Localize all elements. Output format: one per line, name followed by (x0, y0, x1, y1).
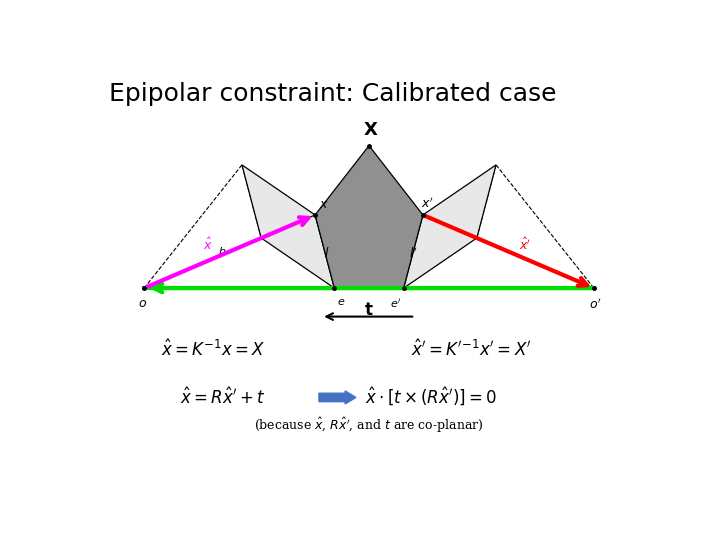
Text: $\hat{x} = K^{-1}x = X$: $\hat{x} = K^{-1}x = X$ (161, 340, 266, 360)
Text: $x$: $x$ (319, 198, 329, 211)
Text: $\hat{x} = R\hat{x}' + t$: $\hat{x} = R\hat{x}' + t$ (180, 387, 266, 408)
Text: $\hat{x}'$: $\hat{x}'$ (519, 238, 531, 253)
Text: (because $\hat{x}$, $R\hat{x}'$, and $t$ are co-planar): (because $\hat{x}$, $R\hat{x}'$, and $t$… (254, 416, 484, 435)
Text: $e$: $e$ (337, 296, 345, 307)
Text: $l$: $l$ (324, 246, 329, 260)
Text: $\mathbf{X}$: $\mathbf{X}$ (363, 122, 378, 139)
FancyArrow shape (319, 391, 356, 404)
Text: $o$: $o$ (138, 298, 147, 310)
Text: $e'$: $e'$ (390, 296, 401, 309)
Text: $b$: $b$ (218, 245, 227, 257)
Text: $x'$: $x'$ (421, 197, 434, 211)
Polygon shape (404, 165, 496, 288)
Polygon shape (242, 165, 334, 288)
Text: $\hat{x} \cdot [t \times (R\hat{x}')] = 0$: $\hat{x} \cdot [t \times (R\hat{x}')] = … (365, 387, 498, 408)
Text: $o'$: $o'$ (589, 298, 602, 312)
Text: $\hat{x}' = K'^{-1}x' = X'$: $\hat{x}' = K'^{-1}x' = X'$ (411, 340, 532, 360)
Text: Epipolar constraint: Calibrated case: Epipolar constraint: Calibrated case (109, 82, 557, 106)
Text: $\hat{x}$: $\hat{x}$ (203, 238, 213, 253)
Text: $l'$: $l'$ (409, 246, 418, 261)
Polygon shape (315, 146, 423, 288)
Text: $\mathbf{t}$: $\mathbf{t}$ (364, 301, 374, 319)
